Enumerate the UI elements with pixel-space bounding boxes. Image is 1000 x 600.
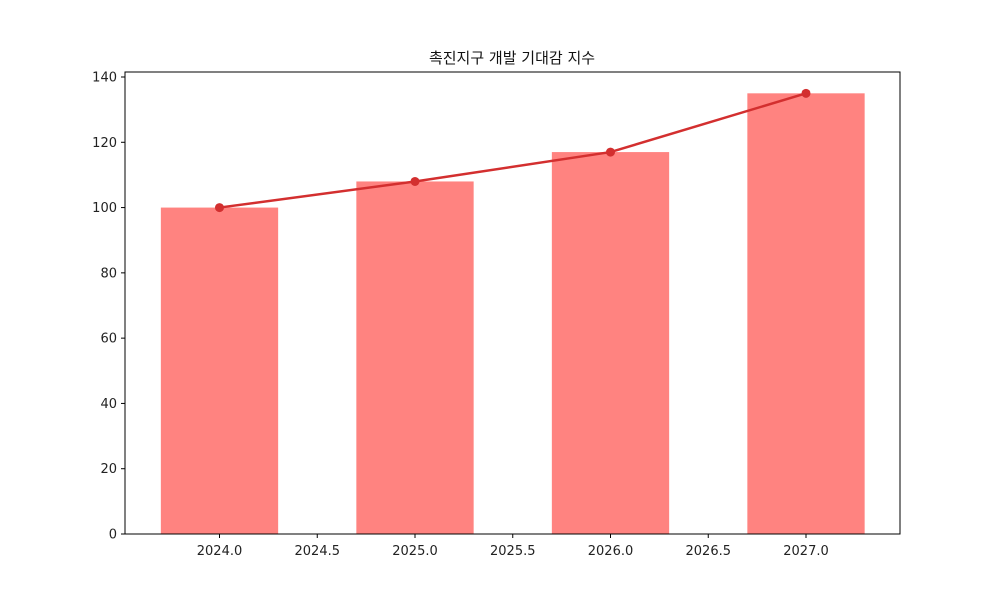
data-point-marker — [215, 203, 224, 213]
trend-line — [219, 92, 807, 209]
data-point-marker — [606, 147, 615, 157]
bar — [160, 207, 279, 535]
x-tick-label: 2026.5 — [686, 544, 732, 559]
x-tick-label: 2026.0 — [588, 544, 634, 559]
bar-series — [160, 93, 865, 535]
bar — [356, 181, 474, 534]
chart-title: 촉진지구 개발 기대감 지수 — [429, 49, 595, 67]
x-axis: 2024.0 2024.5 2025.0 2025.5 2026.0 2026.5 2027… — [197, 534, 829, 559]
x-tick-label: 2025.0 — [392, 544, 438, 559]
x-tick-label: 2027.0 — [783, 544, 829, 559]
x-tick-label: 2024.0 — [197, 544, 243, 559]
bar — [551, 152, 670, 535]
y-tick-label: 80 — [100, 266, 117, 281]
data-point-marker — [410, 176, 420, 186]
y-tick-label: 120 — [92, 136, 117, 151]
y-tick-label: 140 — [92, 71, 117, 86]
x-tick-label: 2025.5 — [490, 544, 536, 559]
line-series — [215, 88, 811, 213]
y-tick-label: 40 — [100, 397, 117, 412]
x-tick-label: 2024.5 — [295, 544, 341, 559]
y-tick-label: 100 — [92, 201, 117, 216]
y-tick-label: 20 — [100, 462, 117, 477]
y-tick-label: 0 — [109, 528, 117, 543]
y-axis: 0 20 40 60 80 100 120 140 — [92, 71, 125, 543]
y-tick-label: 60 — [100, 332, 117, 347]
bar — [747, 93, 865, 535]
data-point-marker — [801, 88, 811, 98]
